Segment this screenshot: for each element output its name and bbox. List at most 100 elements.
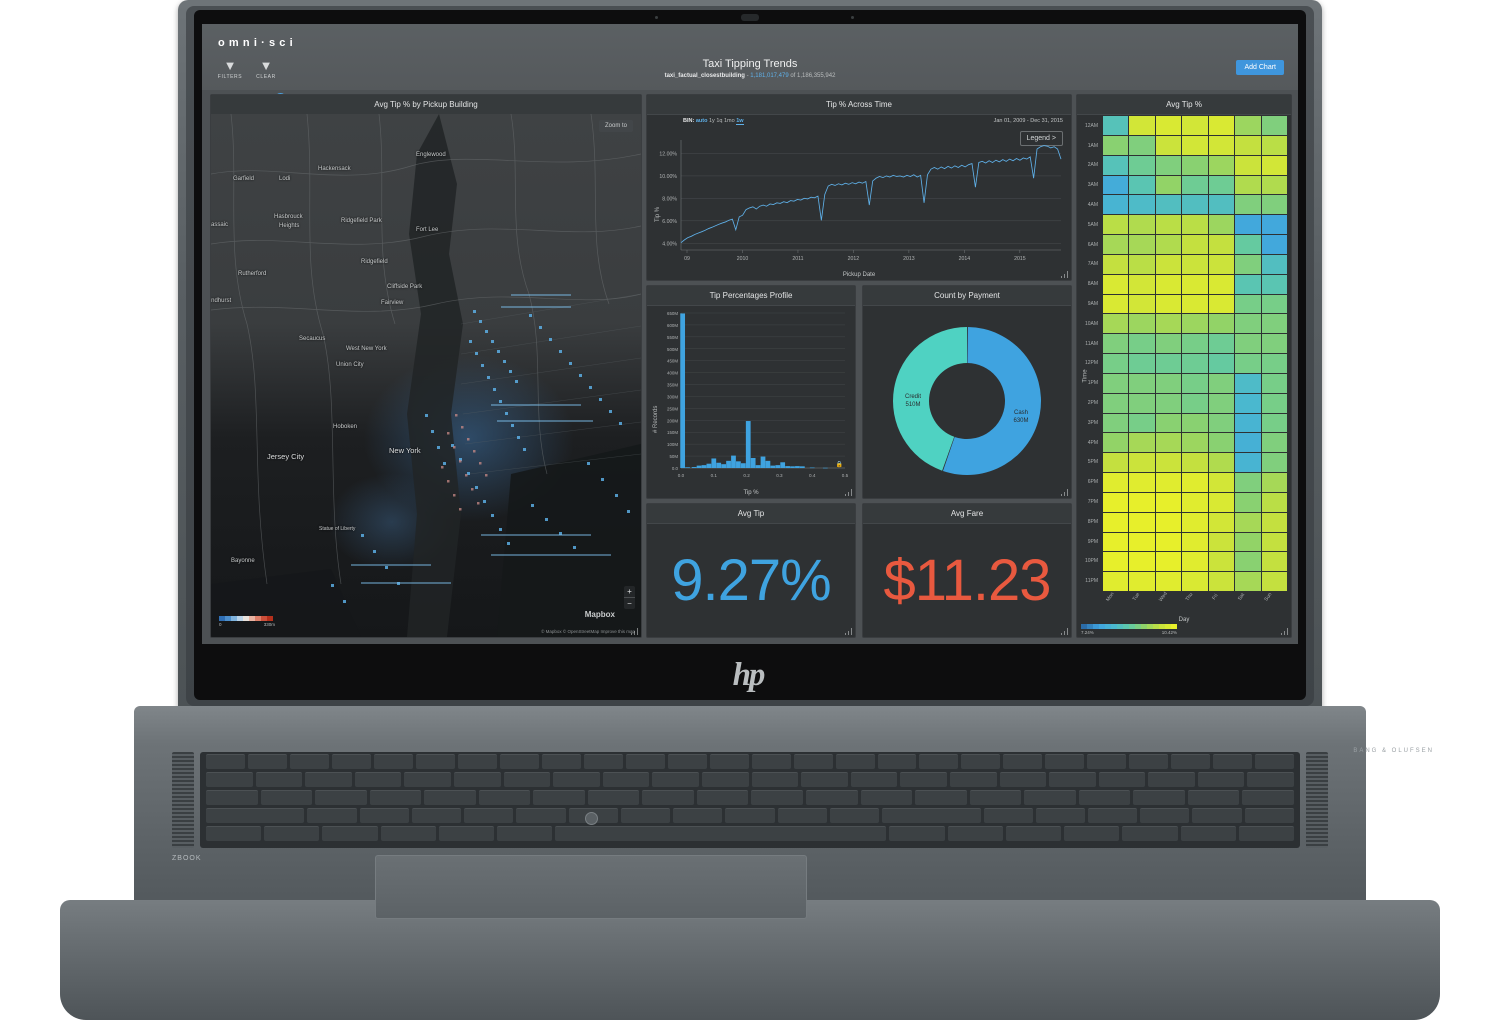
keyboard-row[interactable] — [206, 754, 1295, 769]
heatmap-cell[interactable] — [1235, 373, 1261, 393]
keyboard-key[interactable] — [583, 754, 623, 769]
keyboard-key[interactable] — [305, 772, 352, 787]
heatmap-cell[interactable] — [1155, 116, 1182, 135]
heatmap-cell[interactable] — [1103, 393, 1129, 413]
heatmap-cell[interactable] — [1235, 492, 1261, 512]
heatmap-cell[interactable] — [1208, 572, 1235, 591]
keyboard-key[interactable] — [850, 772, 898, 787]
heatmap-cell[interactable] — [1155, 235, 1182, 254]
heatmap-cell[interactable] — [1261, 175, 1287, 195]
keyboard-key[interactable] — [793, 754, 833, 769]
keyboard-key[interactable] — [260, 790, 313, 805]
trackpad[interactable] — [375, 855, 807, 919]
keyboard-key[interactable] — [415, 754, 455, 769]
keyboard-key[interactable] — [751, 790, 804, 805]
keyboard-key[interactable] — [1045, 754, 1085, 769]
keyboard-key[interactable] — [1035, 808, 1085, 823]
heatmap-cell[interactable] — [1155, 572, 1182, 591]
heatmap-cell[interactable] — [1235, 512, 1261, 532]
heatmap-cell[interactable] — [1129, 294, 1155, 314]
heatmap-grid[interactable] — [1103, 116, 1287, 591]
heatmap-cell[interactable] — [1208, 116, 1235, 135]
heatmap-cell[interactable] — [1103, 512, 1129, 532]
keyboard-key[interactable] — [1133, 790, 1185, 805]
heatmap-cell[interactable] — [1208, 195, 1235, 215]
heatmap-cell[interactable] — [1261, 413, 1287, 433]
heatmap-cell[interactable] — [1208, 235, 1235, 254]
heatmap-cell[interactable] — [1208, 433, 1235, 453]
heatmap-cell[interactable] — [1103, 433, 1129, 453]
heatmap-cell[interactable] — [1155, 334, 1182, 353]
heatmap-cell[interactable] — [1103, 572, 1129, 591]
map-body[interactable]: Englewood Hackensack Garfield Lodi Hasbr… — [211, 114, 641, 637]
heatmap-cell[interactable] — [1261, 572, 1287, 591]
heatmap-cell[interactable] — [1208, 215, 1235, 234]
heatmap-cell[interactable] — [1208, 334, 1235, 353]
kpi-avg-fare-resize-handle[interactable] — [1061, 628, 1068, 635]
keyboard-key[interactable] — [751, 754, 791, 769]
heatmap-cell[interactable] — [1155, 413, 1182, 433]
keyboard-key[interactable] — [667, 754, 707, 769]
pointing-stick[interactable] — [585, 812, 598, 825]
heatmap-cell[interactable] — [1208, 552, 1235, 572]
heatmap-cell[interactable] — [1261, 235, 1287, 254]
heatmap-cell[interactable] — [1155, 195, 1182, 215]
keyboard-key[interactable] — [751, 772, 799, 787]
map-zoom-controls[interactable]: + − — [624, 586, 635, 609]
heatmap-cell[interactable] — [1208, 314, 1235, 334]
heatmap-cell[interactable] — [1129, 195, 1155, 215]
heatmap-cell[interactable] — [1103, 274, 1129, 294]
keyboard-key[interactable] — [673, 808, 723, 823]
heatmap-cell[interactable] — [1129, 314, 1155, 334]
heatmap-cell[interactable] — [1155, 215, 1182, 234]
keyboard-key[interactable] — [541, 754, 581, 769]
heatmap-cell[interactable] — [1261, 512, 1287, 532]
heatmap-cell[interactable] — [1208, 155, 1235, 175]
keyboard-key[interactable] — [806, 790, 858, 805]
heatmap-cell[interactable] — [1208, 453, 1235, 472]
heatmap-cell[interactable] — [1182, 215, 1208, 234]
keyboard-key[interactable] — [497, 826, 553, 841]
heatmap-cell[interactable] — [1155, 354, 1182, 373]
heatmap-cell[interactable] — [1103, 354, 1129, 373]
keyboard-key[interactable] — [1148, 772, 1195, 787]
keyboard-key[interactable] — [411, 808, 462, 823]
keyboard-key[interactable] — [1087, 808, 1138, 823]
heatmap-cell[interactable] — [1129, 135, 1155, 155]
keyboard-key[interactable] — [457, 754, 497, 769]
heatmap-cell[interactable] — [1208, 492, 1235, 512]
heatmap-cell[interactable] — [1103, 116, 1129, 135]
keyboard-key[interactable] — [1213, 754, 1253, 769]
keyboard-key[interactable] — [696, 790, 749, 805]
heatmap-cell[interactable] — [1155, 453, 1182, 472]
heatmap-cell[interactable] — [1235, 354, 1261, 373]
keyboard-key[interactable] — [701, 772, 749, 787]
heatmap-cell[interactable] — [1235, 294, 1261, 314]
keyboard-key[interactable] — [877, 754, 917, 769]
legend-toggle-button[interactable]: Legend > — [1019, 131, 1063, 146]
heatmap-cell[interactable] — [1182, 254, 1208, 274]
donut-svg[interactable] — [863, 305, 1071, 498]
histogram-panel[interactable]: Tip Percentages Profile 0.0 50M 100M 150M 20… — [646, 285, 856, 499]
heatmap-cell[interactable] — [1182, 116, 1208, 135]
histogram-resize-handle[interactable] — [845, 489, 852, 496]
keyboard-key[interactable] — [206, 772, 253, 787]
keyboard-key[interactable] — [919, 754, 959, 769]
heatmap-cell[interactable] — [1261, 373, 1287, 393]
keyboard-key[interactable] — [1247, 772, 1295, 787]
heatmap-cell[interactable] — [1261, 314, 1287, 334]
keyboard-key[interactable] — [860, 790, 913, 805]
heatmap-cell[interactable] — [1208, 413, 1235, 433]
donut-resize-handle[interactable] — [1061, 489, 1068, 496]
keyboard-key[interactable] — [915, 790, 967, 805]
heatmap-cell[interactable] — [1235, 175, 1261, 195]
heatmap-cell[interactable] — [1208, 473, 1235, 492]
heatmap-cell[interactable] — [1235, 473, 1261, 492]
heatmap-cell[interactable] — [1129, 116, 1155, 135]
heatmap-cell[interactable] — [1155, 135, 1182, 155]
keyboard-key[interactable] — [1180, 826, 1236, 841]
keyboard-key[interactable] — [587, 790, 640, 805]
keyboard-key[interactable] — [516, 808, 566, 823]
heatmap-panel[interactable]: Avg Tip % Time 12AM 1AM 2AM 3AM 4AM 5AM 6AM 7AM… — [1076, 94, 1292, 638]
keyboard-key[interactable] — [404, 772, 451, 787]
